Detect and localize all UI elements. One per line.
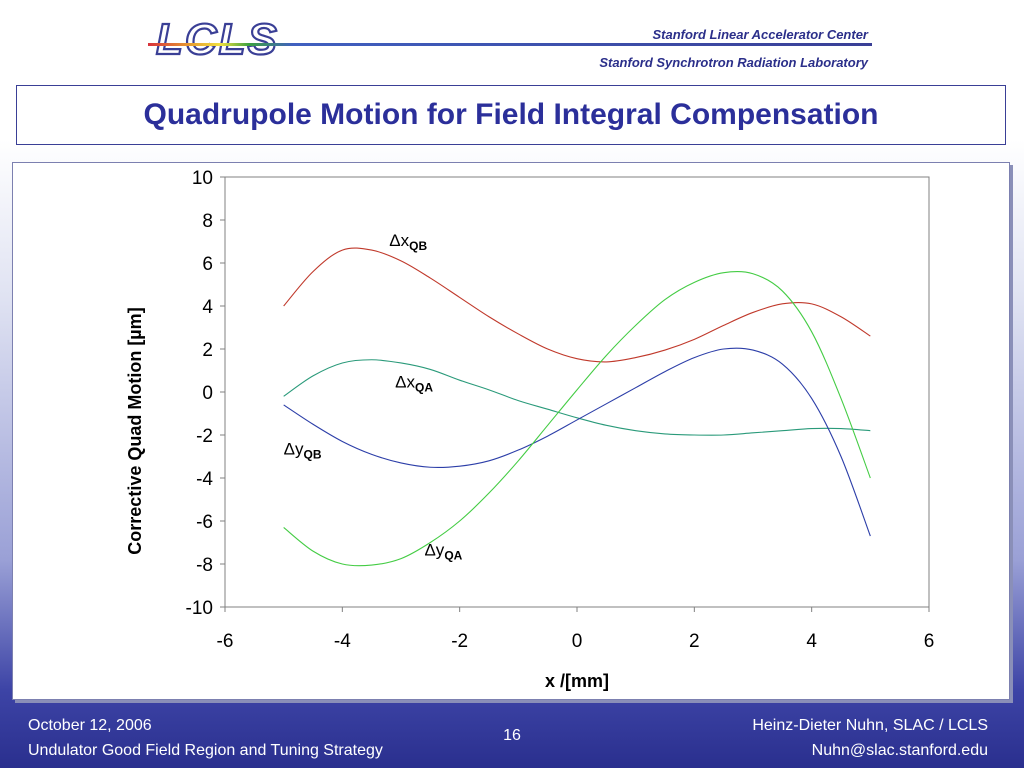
y-tick-label: 6: [202, 254, 213, 275]
x-tick-label: -6: [217, 631, 234, 652]
footer-talk-title: Undulator Good Field Region and Tuning S…: [28, 742, 383, 759]
logo-text: LCLS: [156, 15, 279, 64]
org-name-ssrl: Stanford Synchrotron Radiation Laborator…: [599, 55, 868, 70]
series-label-main: Δy: [284, 439, 304, 458]
series-label-3: ΔyQA: [424, 540, 462, 562]
y-tick-label: 8: [202, 211, 213, 232]
org-name-slac: Stanford Linear Accelerator Center: [652, 27, 868, 42]
plot-area: [224, 176, 930, 608]
x-tick-label: 6: [924, 631, 935, 652]
y-tick-label: -10: [186, 598, 213, 619]
slide-header: LCLS Stanford Linear Accelerator Center …: [0, 0, 1024, 80]
series-label-2: ΔyQB: [284, 439, 322, 461]
y-tick-label: 0: [202, 383, 213, 404]
series-label-main: Δy: [424, 540, 444, 559]
series-line-3: [283, 270, 871, 567]
header-rule: [148, 43, 872, 46]
chart-panel: -10 -8 -6 -4 -2 0 2 4 6 8 10 -6 -4 -2 0 2 4 6 ΔxQB ΔxQA ΔyQ…: [12, 162, 1010, 700]
series-label-sub: QA: [415, 381, 433, 395]
page-number: 16: [503, 727, 521, 744]
x-axis-label: x /[mm]: [545, 671, 609, 691]
x-tick-label: 0: [572, 631, 583, 652]
series-label-main: Δx: [395, 373, 415, 392]
x-tick-label: 2: [689, 631, 700, 652]
y-tick-label: 4: [202, 297, 213, 318]
slide-title: Quadrupole Motion for Field Integral Com…: [143, 98, 879, 131]
series-label-main: Δx: [389, 231, 409, 250]
y-axis-label: Corrective Quad Motion [µm]: [125, 307, 145, 554]
x-tick-label: -4: [334, 631, 351, 652]
series-line-1: [283, 359, 871, 436]
footer-author: Heinz-Dieter Nuhn, SLAC / LCLS: [752, 717, 988, 734]
y-tick-label: -6: [196, 512, 213, 533]
y-tick-label: -8: [196, 555, 213, 576]
series-label-sub: QA: [444, 548, 462, 562]
series-label-sub: QB: [409, 239, 427, 253]
chart-axes: -10 -8 -6 -4 -2 0 2 4 6 8 10 -6 -4 -2 0 2 4 6: [186, 168, 935, 652]
x-tick-label: -2: [451, 631, 468, 652]
footer-email: Nuhn@slac.stanford.edu: [811, 742, 988, 759]
y-tick-label: -4: [196, 469, 213, 490]
series-label-0: ΔxQB: [389, 231, 427, 253]
y-tick-label: 2: [202, 340, 213, 361]
y-tick-label: -2: [196, 426, 213, 447]
lcls-logo: LCLS: [155, 14, 279, 65]
footer-date: October 12, 2006: [28, 717, 152, 734]
x-tick-label: 4: [806, 631, 817, 652]
series-label-1: ΔxQA: [395, 373, 433, 395]
title-box: Quadrupole Motion for Field Integral Com…: [16, 85, 1006, 145]
series-line-0: [283, 247, 871, 363]
y-tick-label: 10: [192, 168, 213, 189]
chart-series: [283, 247, 871, 567]
series-label-sub: QB: [304, 447, 322, 461]
series-line-2: [283, 347, 871, 537]
